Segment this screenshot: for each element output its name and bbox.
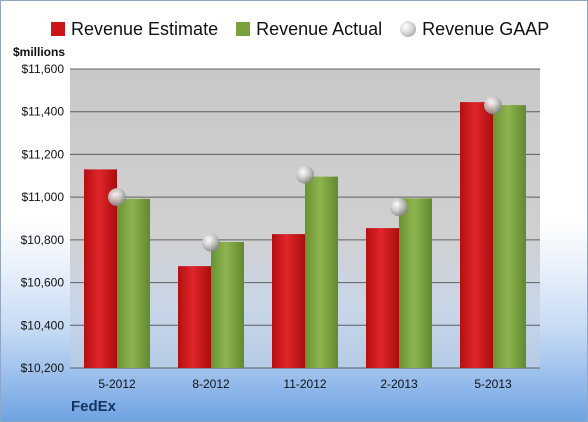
bar-revenue-actual [211, 241, 244, 368]
gaap-markers [108, 96, 502, 252]
legend-label-revenue-estimate: Revenue Estimate [71, 18, 219, 39]
y-axis-ticks: $10,200 $10,400 $10,600 $10,800 $11,000 $11,2… [21, 62, 65, 375]
legend-label-revenue-gaap: Revenue GAAP [422, 18, 550, 39]
company-label: FedEx [71, 398, 117, 415]
x-tick-label: 2-2013 [380, 377, 418, 391]
bar-revenue-actual [117, 198, 150, 368]
bar-revenue-actual [305, 176, 338, 368]
bar-revenue-actual [493, 105, 526, 369]
y-tick-label: $11,200 [22, 147, 65, 161]
x-tick-label: 5-2012 [98, 377, 136, 391]
bars [84, 102, 526, 369]
marker-revenue-gaap [202, 233, 220, 252]
marker-revenue-gaap [108, 188, 126, 207]
y-tick-label: $10,600 [21, 276, 65, 290]
y-tick-label: $10,400 [21, 318, 65, 332]
legend-label-revenue-actual: Revenue Actual [256, 18, 383, 39]
bar-revenue-actual [399, 198, 432, 368]
x-axis-ticks: 5-2012 8-2012 11-2012 2-2013 5-2013 [98, 377, 512, 391]
marker-revenue-gaap [296, 165, 314, 184]
bar-revenue-estimate [366, 228, 399, 368]
legend-swatch-revenue-estimate [51, 22, 65, 36]
legend-item-revenue-gaap: Revenue GAAP [400, 19, 549, 40]
y-axis-unit-label: $millions [13, 45, 66, 59]
legend-marker-revenue-gaap [400, 21, 417, 37]
bar-revenue-estimate [272, 234, 305, 368]
bar-revenue-estimate [178, 266, 211, 368]
marker-revenue-gaap [390, 198, 408, 217]
legend-item-revenue-actual: Revenue Actual [236, 19, 382, 40]
bar-revenue-estimate [460, 102, 493, 368]
y-tick-label: $10,200 [21, 361, 65, 375]
legend-swatch-revenue-actual [236, 22, 251, 36]
x-tick-label: 8-2012 [192, 377, 230, 391]
legend-item-revenue-estimate: Revenue Estimate [51, 19, 218, 40]
y-tick-label: $11,600 [22, 62, 65, 76]
chart-legend: Revenue Estimate Revenue Actual Revenue … [51, 17, 577, 41]
x-tick-label: 5-2013 [474, 377, 512, 391]
y-tick-label: $11,000 [22, 190, 65, 204]
x-tick-label: 11-2012 [283, 377, 326, 391]
marker-revenue-gaap [484, 96, 502, 115]
y-tick-label: $10,800 [21, 233, 65, 247]
y-tick-label: $11,400 [22, 105, 65, 119]
